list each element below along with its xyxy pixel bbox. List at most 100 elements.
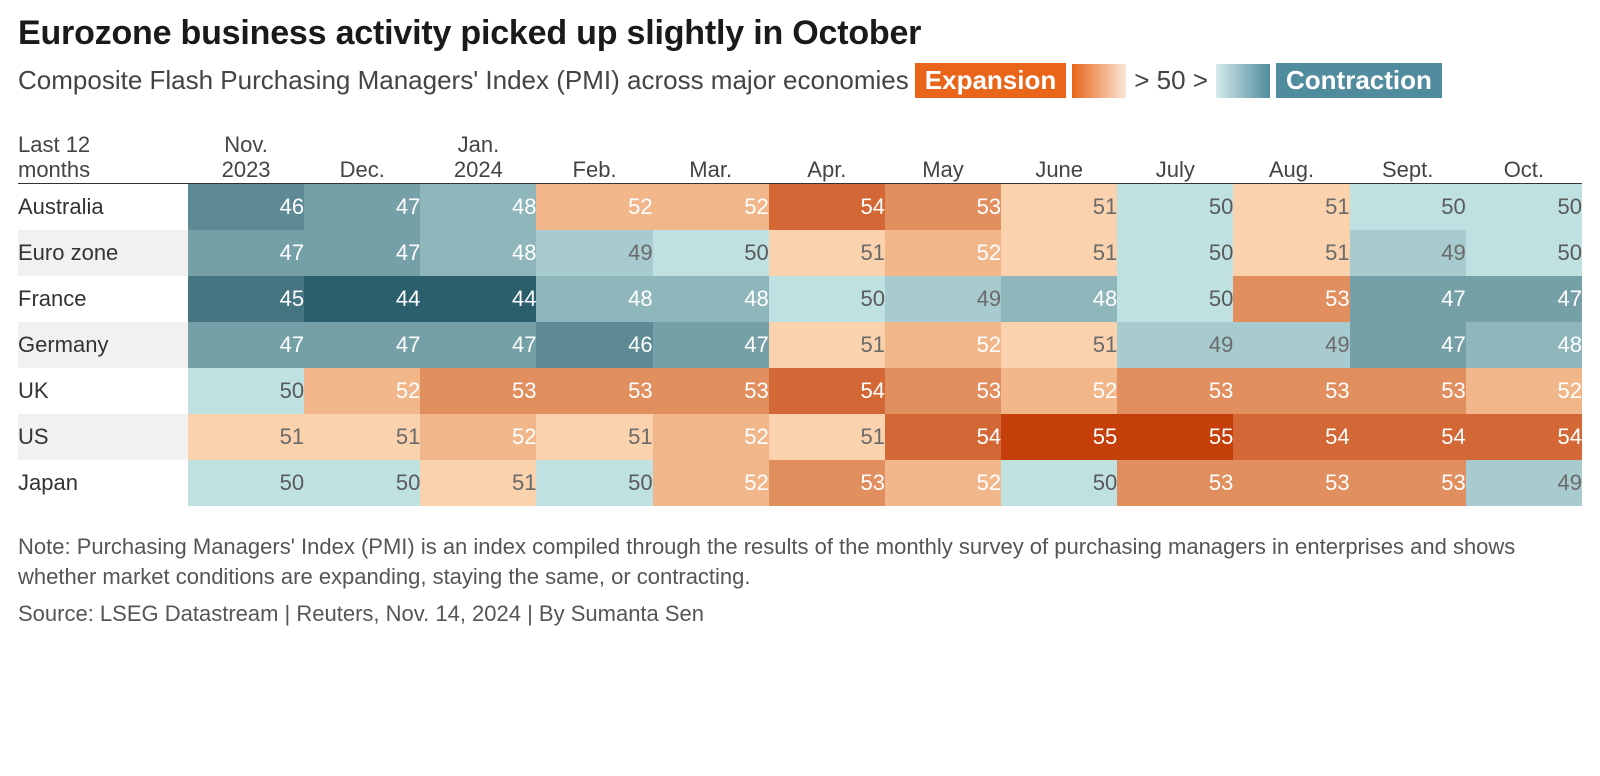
- col-header-month: June: [1001, 132, 1117, 183]
- col-header-month: July: [1117, 132, 1233, 183]
- heatmap-cell: 52: [885, 460, 1001, 506]
- heatmap-cell: 45: [188, 276, 304, 322]
- legend-threshold-text: > 50 >: [1132, 65, 1210, 96]
- heatmap-cell: 46: [536, 322, 652, 368]
- heatmap-cell: 53: [1350, 368, 1466, 414]
- heatmap-cell: 48: [1466, 322, 1582, 368]
- pmi-heatmap-table: Last 12monthsNov.2023Dec.Jan.2024Feb.Mar…: [18, 132, 1582, 506]
- row-label: Japan: [18, 460, 188, 506]
- heatmap-cell: 52: [653, 414, 769, 460]
- heatmap-cell: 54: [885, 414, 1001, 460]
- subtitle-text: Composite Flash Purchasing Managers' Ind…: [18, 65, 909, 96]
- heatmap-cell: 51: [769, 322, 885, 368]
- heatmap-cell: 50: [1117, 276, 1233, 322]
- heatmap-cell: 51: [1233, 183, 1349, 230]
- heatmap-cell: 50: [769, 276, 885, 322]
- heatmap-cell: 48: [1001, 276, 1117, 322]
- row-label: Australia: [18, 183, 188, 230]
- col-header-month: Dec.: [304, 132, 420, 183]
- subtitle-legend-row: Composite Flash Purchasing Managers' Ind…: [18, 63, 1582, 98]
- col-header-month: Feb.: [536, 132, 652, 183]
- heatmap-cell: 53: [1117, 460, 1233, 506]
- heatmap-cell: 54: [1233, 414, 1349, 460]
- heatmap-cell: 47: [304, 183, 420, 230]
- heatmap-cell: 51: [1001, 183, 1117, 230]
- col-header-month: Sept.: [1350, 132, 1466, 183]
- heatmap-cell: 54: [769, 368, 885, 414]
- legend-contraction-fade: [1216, 64, 1270, 98]
- heatmap-cell: 54: [1466, 414, 1582, 460]
- heatmap-cell: 52: [885, 322, 1001, 368]
- heatmap-cell: 51: [1233, 230, 1349, 276]
- heatmap-cell: 49: [1466, 460, 1582, 506]
- heatmap-cell: 51: [1001, 322, 1117, 368]
- heatmap-cell: 53: [1233, 460, 1349, 506]
- col-header-month: Apr.: [769, 132, 885, 183]
- heatmap-cell: 48: [653, 276, 769, 322]
- heatmap-cell: 51: [188, 414, 304, 460]
- heatmap-cell: 50: [188, 368, 304, 414]
- heatmap-cell: 50: [1466, 230, 1582, 276]
- heatmap-cell: 53: [885, 368, 1001, 414]
- col-header-month: Oct.: [1466, 132, 1582, 183]
- heatmap-cell: 49: [1233, 322, 1349, 368]
- col-header-month: Nov.2023: [188, 132, 304, 183]
- heatmap-cell: 47: [1350, 322, 1466, 368]
- heatmap-cell: 50: [1117, 183, 1233, 230]
- legend-expansion-box: Expansion: [915, 63, 1066, 98]
- page-title: Eurozone business activity picked up sli…: [18, 14, 1582, 53]
- heatmap-cell: 49: [885, 276, 1001, 322]
- heatmap-cell: 50: [536, 460, 652, 506]
- heatmap-cell: 44: [420, 276, 536, 322]
- heatmap-cell: 47: [304, 322, 420, 368]
- heatmap-cell: 49: [1117, 322, 1233, 368]
- heatmap-cell: 50: [1350, 183, 1466, 230]
- heatmap-cell: 55: [1117, 414, 1233, 460]
- heatmap-cell: 52: [1466, 368, 1582, 414]
- heatmap-cell: 50: [1466, 183, 1582, 230]
- heatmap-cell: 52: [536, 183, 652, 230]
- table-row: Japan505051505253525053535349: [18, 460, 1582, 506]
- table-row: US515152515251545555545454: [18, 414, 1582, 460]
- heatmap-cell: 53: [1233, 276, 1349, 322]
- heatmap-cell: 52: [420, 414, 536, 460]
- heatmap-cell: 47: [188, 322, 304, 368]
- heatmap-cell: 51: [769, 414, 885, 460]
- heatmap-cell: 53: [769, 460, 885, 506]
- heatmap-cell: 49: [1350, 230, 1466, 276]
- heatmap-cell: 52: [653, 183, 769, 230]
- table-row: France454444484850494850534747: [18, 276, 1582, 322]
- heatmap-cell: 54: [769, 183, 885, 230]
- col-header-month: Aug.: [1233, 132, 1349, 183]
- table-row: Germany474747464751525149494748: [18, 322, 1582, 368]
- row-label: France: [18, 276, 188, 322]
- col-header-month: Mar.: [653, 132, 769, 183]
- legend-expansion-fade: [1072, 64, 1126, 98]
- col-header-month: Jan.2024: [420, 132, 536, 183]
- col-header-month: May: [885, 132, 1001, 183]
- heatmap-cell: 53: [1117, 368, 1233, 414]
- heatmap-cell: 47: [188, 230, 304, 276]
- heatmap-cell: 51: [1001, 230, 1117, 276]
- heatmap-cell: 48: [420, 230, 536, 276]
- heatmap-cell: 47: [1466, 276, 1582, 322]
- row-label: Germany: [18, 322, 188, 368]
- heatmap-cell: 50: [1001, 460, 1117, 506]
- heatmap-cell: 55: [1001, 414, 1117, 460]
- heatmap-cell: 47: [420, 322, 536, 368]
- heatmap-cell: 51: [769, 230, 885, 276]
- heatmap-cell: 53: [653, 368, 769, 414]
- heatmap-cell: 49: [536, 230, 652, 276]
- heatmap-cell: 52: [1001, 368, 1117, 414]
- heatmap-cell: 47: [304, 230, 420, 276]
- row-label: UK: [18, 368, 188, 414]
- heatmap-cell: 54: [1350, 414, 1466, 460]
- heatmap-cell: 53: [885, 183, 1001, 230]
- heatmap-cell: 51: [536, 414, 652, 460]
- heatmap-cell: 46: [188, 183, 304, 230]
- heatmap-cell: 52: [304, 368, 420, 414]
- row-label: Euro zone: [18, 230, 188, 276]
- heatmap-cell: 47: [653, 322, 769, 368]
- heatmap-cell: 50: [1117, 230, 1233, 276]
- heatmap-cell: 50: [188, 460, 304, 506]
